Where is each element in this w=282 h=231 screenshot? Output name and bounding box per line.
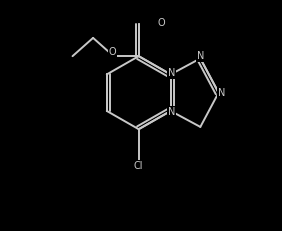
Text: N: N (168, 107, 175, 117)
Text: N: N (218, 88, 225, 98)
Text: Cl: Cl (134, 161, 144, 171)
Text: O: O (109, 47, 116, 57)
Text: O: O (157, 18, 165, 28)
Text: N: N (168, 68, 175, 78)
Text: N: N (197, 51, 204, 61)
